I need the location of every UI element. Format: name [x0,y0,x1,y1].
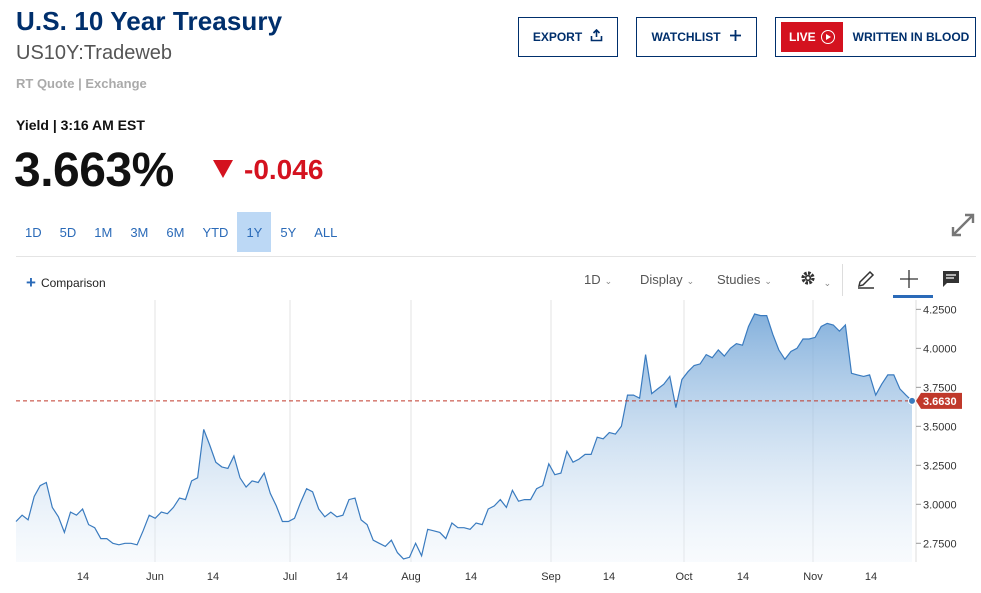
y-tick-label-5: 3.0000 [923,499,957,511]
price-change: -0.046 [244,154,324,185]
x-tick-label-5: Aug [401,571,421,583]
watchlist-label: WATCHLIST [651,30,721,44]
range-3m[interactable]: 3M [130,224,149,240]
x-tick-label-4: 14 [336,571,348,583]
comparison-button[interactable]: + Comparison [26,273,106,292]
x-tick-label-2: 14 [207,571,219,583]
display-label: Display [640,272,683,287]
watchlist-button[interactable]: WATCHLIST [636,17,757,57]
range-all[interactable]: ALL [314,224,338,240]
x-tick-label-6: 14 [465,571,477,583]
x-tick-label-3: Jul [283,571,297,583]
last-value-badge: 3.6630 [916,392,962,409]
crosshair-icon[interactable] [899,269,919,294]
last-price: 3.663% [14,144,174,197]
live-show-label: WRITTEN IN BLOOD [852,30,970,44]
gear-icon [800,271,820,289]
symbol-label: US10Y:Tradeweb [16,42,173,64]
chevron-down-icon: ⌄ [823,278,832,288]
x-tick-label-10: 14 [737,571,749,583]
x-tick-label-0: 14 [77,571,89,583]
range-5y[interactable]: 5Y [280,224,297,240]
x-tick-label-8: 14 [603,571,615,583]
live-badge: LIVE [781,22,843,52]
last-value-marker [908,396,916,405]
x-tick-label-12: 14 [865,571,877,583]
range-1y[interactable]: 1Y [237,212,272,252]
plus-icon: + [26,273,36,292]
comment-icon[interactable] [942,270,960,293]
range-5d[interactable]: 5D [59,224,77,240]
divider [16,256,976,257]
studies-label: Studies [717,272,761,287]
yield-area [16,314,912,562]
export-label: EXPORT [532,30,583,44]
range-6m[interactable]: 6M [166,224,185,240]
toolbar-divider [842,264,843,296]
range-1d[interactable]: 1D [25,224,42,240]
studies-dropdown[interactable]: Studies ⌄ [717,272,772,287]
y-tick-label-1: 4.0000 [923,343,957,355]
interval-label: 1D [584,272,601,287]
y-tick-label-3: 3.5000 [923,421,957,433]
draw-icon[interactable] [856,269,876,294]
display-dropdown[interactable]: Display ⌄ [640,272,694,287]
chevron-down-icon: ⌄ [764,276,772,286]
yield-line [15,313,913,560]
yield-timestamp: Yield | 3:16 AM EST [16,117,145,133]
export-button[interactable]: EXPORT [518,17,618,57]
y-tick-label-6: 2.7500 [923,538,957,550]
down-arrow-icon [213,160,233,178]
play-icon [820,30,835,44]
expand-icon[interactable] [950,212,976,238]
live-label: LIVE [789,30,816,44]
x-tick-label-9: Oct [675,571,692,583]
y-tick-label-4: 3.2500 [923,460,957,472]
plus-icon [729,29,742,45]
share-icon [590,28,603,45]
y-tick-label-0: 4.2500 [923,304,957,316]
live-tv-button[interactable]: LIVE WRITTEN IN BLOOD [775,17,976,57]
crosshair-active-indicator [893,295,933,298]
range-1m[interactable]: 1M [94,224,113,240]
range-ytd[interactable]: YTD [202,224,229,240]
quote-source: RT Quote | Exchange [16,76,147,91]
x-tick-label-1: Jun [146,571,164,583]
y-tick-label-2: 3.7500 [923,382,957,394]
page-title: U.S. 10 Year Treasury [16,6,283,36]
chevron-down-icon: ⌄ [604,276,613,286]
range-selector: 1D 5D 1M 3M 6M YTD 1Y 5Y ALL [16,212,346,252]
x-tick-label-11: Nov [803,571,823,583]
settings-dropdown[interactable]: ⌄ [800,270,831,289]
x-tick-label-7: Sep [541,571,561,583]
chevron-down-icon: ⌄ [686,276,695,286]
comparison-label: Comparison [40,276,106,290]
interval-dropdown[interactable]: 1D ⌄ [584,272,612,287]
last-value-label: 3.6630 [923,396,957,408]
